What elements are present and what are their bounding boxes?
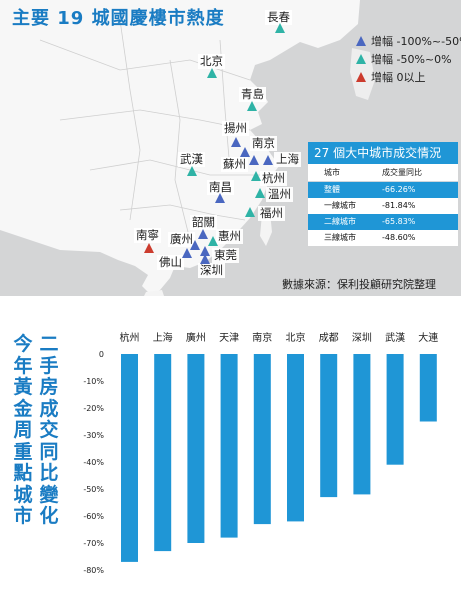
bar — [121, 354, 138, 562]
bar — [386, 354, 404, 465]
land-hainan — [144, 290, 164, 296]
category-label: 廣州 — [186, 331, 206, 344]
land-northeast — [300, 0, 360, 48]
bar-chart-panel: 二手房成交同比變化 今年黃金周重點城市 0 -10% -20% -30% -40% -50… — [0, 310, 461, 590]
chart-title-line-1: 二手房成交同比變化 — [39, 333, 59, 527]
y-tick-label: -10% — [83, 377, 104, 386]
land-area — [0, 0, 335, 294]
category-label: 深圳 — [352, 332, 372, 344]
stats-row: 三線城市 -48.60% — [308, 230, 458, 246]
city-label-guangzhou: 廣州 — [168, 232, 195, 247]
city-label-yangzhou: 揚州 — [222, 121, 249, 136]
stats-cell-change: -81.84% — [382, 201, 416, 210]
y-tick-label: -70% — [83, 539, 104, 548]
stats-header-change: 成交量同比 — [382, 168, 422, 177]
bar — [220, 354, 238, 538]
map-legend: 增幅 -100%~-50% 增幅 -50%~0% 增幅 0以上 — [356, 32, 461, 86]
stats-row: 整體 -66.26% — [308, 182, 458, 198]
bar — [253, 354, 271, 525]
y-tick-label: 0 — [99, 350, 104, 359]
stats-cell-change: -65.83% — [382, 217, 416, 226]
y-tick-label: -60% — [83, 512, 104, 521]
triangle-red-icon — [356, 72, 366, 82]
stats-row: 二線城市 -65.83% — [308, 214, 458, 230]
stats-cell-change: -48.60% — [382, 233, 416, 242]
map-panel: 主要 19 城國慶樓市熱度 增幅 -100%~-50% 增幅 -50%~0% 增… — [0, 0, 461, 296]
stats-cell-city: 一線城市 — [324, 201, 356, 210]
stats-cell-city: 整體 — [324, 185, 340, 194]
y-tick-label: -30% — [83, 431, 104, 440]
triangle-blue-icon — [356, 36, 366, 46]
city-label-fuzhou: 福州 — [258, 206, 285, 221]
city-label-qingdao: 青島 — [239, 87, 266, 102]
y-tick-label: -20% — [83, 404, 104, 413]
category-label: 北京 — [286, 331, 306, 344]
stats-header-city: 城市 — [324, 168, 340, 177]
stats-cell-city: 二線城市 — [324, 217, 356, 226]
chart-vertical-title: 二手房成交同比變化 今年黃金周重點城市 — [0, 310, 70, 590]
data-source-note: 數據來源：保利投顧研究院整理 — [282, 278, 436, 291]
legend-item-increase: 增幅 0以上 — [356, 68, 461, 86]
bar — [154, 354, 172, 552]
bar-chart: 0 -10% -20% -30% -40% -50% -60% -70% -80% 杭州 上海 廣州 天… — [83, 331, 438, 575]
category-label: 大連 — [418, 331, 438, 344]
city-label-foshan: 佛山 — [157, 255, 184, 270]
city-label-huizhou: 惠州 — [216, 229, 243, 244]
city-label-shanghai: 上海 — [274, 152, 301, 167]
bar — [353, 354, 371, 495]
category-label: 上海 — [153, 331, 173, 344]
category-label: 成都 — [319, 332, 339, 344]
city-label-nanchang: 南昌 — [207, 180, 234, 195]
legend-label: 增幅 0以上 — [371, 71, 426, 84]
city-label-dongguan: 東莞 — [212, 248, 239, 263]
city-label-nanning: 南寧 — [134, 228, 161, 243]
y-tick-label: -80% — [83, 566, 104, 575]
legend-item-strong-decline: 增幅 -100%~-50% — [356, 32, 461, 50]
bar — [187, 354, 205, 543]
city-label-changchun: 長春 — [265, 10, 292, 25]
bar — [287, 354, 304, 522]
city-label-nanjing: 南京 — [250, 136, 277, 151]
stats-cell-city: 三線城市 — [324, 233, 356, 242]
bar — [320, 354, 338, 498]
category-label: 武漢 — [385, 331, 405, 344]
city-label-wuhan: 武漢 — [178, 152, 205, 167]
city-label-shenzhen: 深圳 — [198, 263, 225, 278]
legend-label: 增幅 -100%~-50% — [371, 35, 461, 48]
stats-cell-change: -66.26% — [382, 185, 416, 194]
category-label: 南京 — [252, 331, 272, 344]
bar — [419, 354, 437, 422]
triangle-teal-icon — [356, 54, 366, 64]
city-label-beijing: 北京 — [198, 54, 225, 69]
stats-table: 27 個大中城市成交情況 城市 成交量同比 整體 -66.26% 一線城市 -8… — [308, 142, 458, 246]
chart-title-line-2: 今年黃金周重點城市 — [13, 333, 33, 527]
city-label-shaoguan: 韶關 — [190, 215, 217, 230]
legend-label: 增幅 -50%~0% — [371, 53, 452, 66]
stats-row: 一線城市 -81.84% — [308, 198, 458, 214]
y-tick-label: -50% — [83, 485, 104, 494]
city-label-suzhou: 蘇州 — [221, 157, 248, 172]
city-label-wenzhou: 溫州 — [266, 187, 293, 202]
stats-table-header: 城市 成交量同比 — [308, 164, 458, 182]
y-tick-label: -40% — [83, 458, 104, 467]
category-label: 杭州 — [120, 331, 140, 344]
land-korea — [350, 48, 375, 100]
city-label-hangzhou: 杭州 — [260, 171, 287, 186]
map-title: 主要 19 城國慶樓市熱度 — [12, 8, 225, 29]
stats-table-title: 27 個大中城市成交情況 — [308, 142, 458, 164]
legend-item-mild-decline: 增幅 -50%~0% — [356, 50, 461, 68]
category-label: 天津 — [219, 332, 239, 344]
